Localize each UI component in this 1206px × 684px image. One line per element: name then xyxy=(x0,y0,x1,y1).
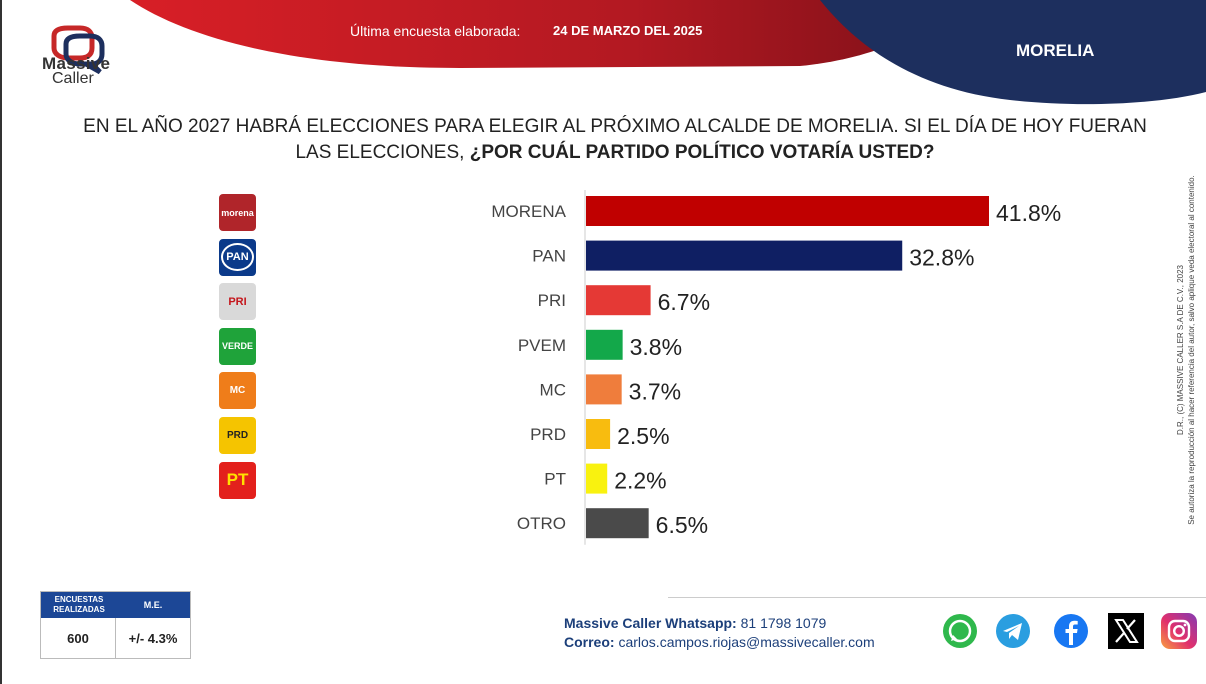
category-label: PVEM xyxy=(518,336,566,355)
value-label: 3.8% xyxy=(630,334,682,360)
email-address[interactable]: carlos.campos.riojas@massivecaller.com xyxy=(618,634,875,650)
value-label: 32.8% xyxy=(909,245,974,271)
massive-caller-logo-icon xyxy=(51,25,105,75)
survey-date-value: 24 DE MARZO DEL 2025 xyxy=(553,23,703,38)
stats-header xyxy=(41,592,190,618)
category-label: PT xyxy=(544,470,566,489)
party-logo-verde-icon: VERDE xyxy=(219,327,256,365)
value-label: 2.2% xyxy=(614,468,666,494)
contact-divider xyxy=(668,597,1206,598)
header-red-band xyxy=(130,0,960,68)
telegram-icon[interactable] xyxy=(994,612,1032,650)
party-logo-text: PAN xyxy=(221,243,254,272)
stats-divider xyxy=(115,618,116,658)
email-label: Correo: xyxy=(564,634,615,650)
value-label: 3.7% xyxy=(629,378,681,404)
category-label: MORENA xyxy=(491,202,566,221)
survey-stats-box: ENCUESTAS REALIZADAS M.E. 600 +/- 4.3% xyxy=(40,591,191,659)
brand-name-line1: Massive xyxy=(42,54,111,73)
instagram-icon[interactable] xyxy=(1160,612,1198,650)
value-label: 6.7% xyxy=(658,289,710,315)
question-line1: EN EL AÑO 2027 HABRÁ ELECCIONES PARA ELE… xyxy=(83,116,1147,137)
party-logo-text: PT xyxy=(226,470,249,490)
party-logo-text: PRI xyxy=(228,295,247,308)
x-icon[interactable] xyxy=(1107,612,1145,650)
party-logo-prd-icon: PRD xyxy=(219,417,256,454)
whatsapp-icon[interactable] xyxy=(941,612,979,650)
survey-date-label: Última encuesta elaborada: xyxy=(350,23,521,39)
party-logo-pt-icon: PT xyxy=(219,461,256,499)
category-label: MC xyxy=(540,380,566,399)
bar-morena xyxy=(586,196,989,226)
category-label: PRI xyxy=(538,291,566,310)
value-label: 6.5% xyxy=(656,512,708,538)
margin-error-label: M.E. xyxy=(143,600,163,610)
bar-prd xyxy=(586,419,611,449)
bar-pvem xyxy=(586,329,623,360)
party-logo-mc-icon: MC xyxy=(219,372,256,410)
party-logo-text: MC xyxy=(229,385,246,397)
vote-intention-chart: MORENA 41.8% PAN 32.8% PRI 6.7% PVEM 3.8% MC 3.7%… xyxy=(491,190,1061,545)
bar-otro xyxy=(586,508,649,539)
question-line2-plain: LAS ELECCIONES, xyxy=(295,142,470,163)
whatsapp-contact: Massive Caller Whatsapp: 81 1798 1079 xyxy=(564,615,826,631)
survey-question: EN EL AÑO 2027 HABRÁ ELECCIONES PARA ELE… xyxy=(70,114,1160,166)
party-logo-morena-icon: morena xyxy=(219,194,256,231)
question-line2: LAS ELECCIONES, ¿POR CUÁL PARTIDO POLÍTI… xyxy=(70,140,1160,166)
header-banner xyxy=(130,0,1206,105)
value-label: 41.8% xyxy=(996,200,1061,226)
margin-error-value: +/- 4.3% xyxy=(128,631,178,646)
bar-pt xyxy=(586,463,608,494)
party-logo-text: morena xyxy=(221,207,254,218)
question-line2-bold: ¿POR CUÁL PARTIDO POLÍTICO VOTARÍA USTED… xyxy=(469,142,935,163)
surveys-label: ENCUESTAS REALIZADAS xyxy=(53,595,105,614)
email-contact: Correo: carlos.campos.riojas@massivecall… xyxy=(564,634,875,650)
surveys-value: 600 xyxy=(67,631,89,646)
bar-mc xyxy=(586,374,622,405)
party-logo-text: PRD xyxy=(226,430,249,441)
category-label: PRD xyxy=(530,425,566,444)
category-label: OTRO xyxy=(517,514,566,533)
category-label: PAN xyxy=(532,247,566,266)
facebook-icon[interactable] xyxy=(1052,612,1090,650)
left-frame-border xyxy=(0,0,2,684)
party-logo-pri-icon: PRI xyxy=(219,283,256,321)
bar-pan xyxy=(586,240,903,271)
party-logo-pan-icon: PAN xyxy=(219,238,256,276)
value-label: 2.5% xyxy=(617,423,669,449)
bar-pri xyxy=(586,285,651,316)
party-logo-text: VERDE xyxy=(221,341,253,352)
city-title: MORELIA xyxy=(1016,41,1095,60)
whatsapp-label: Massive Caller Whatsapp: xyxy=(564,615,737,631)
header-navy-band xyxy=(820,0,1206,105)
whatsapp-number[interactable]: 81 1798 1079 xyxy=(740,615,827,631)
brand-name-line2: Caller xyxy=(52,70,94,87)
